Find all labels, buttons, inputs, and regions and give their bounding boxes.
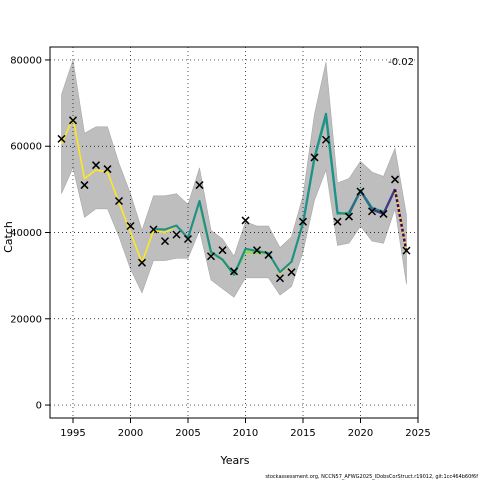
series-line (393, 189, 408, 253)
observed-point (252, 246, 262, 255)
observed-point (103, 165, 112, 174)
observed-point (137, 258, 147, 267)
observed-point (310, 153, 319, 162)
observed-point (402, 246, 411, 255)
observed-point (321, 135, 331, 144)
observed-point (91, 161, 101, 170)
corner-label: -0.02 (388, 57, 414, 68)
y-tick-label: 60000 (10, 142, 42, 153)
observed-point (126, 221, 135, 231)
axes-layer: 1995 2000 2005 2010 2015 2020 2025 0 20000 40000 6… (10, 55, 431, 439)
y-tick-label: 20000 (10, 314, 42, 325)
observed-point (356, 187, 365, 196)
x-tick-label: 1995 (60, 428, 85, 439)
y-tick-label: 40000 (10, 228, 42, 239)
observed-point (275, 274, 285, 283)
observed-point (218, 246, 227, 255)
grid-layer (50, 47, 419, 418)
series-layer (60, 112, 408, 277)
observed-point (183, 234, 193, 244)
series-line (153, 112, 384, 276)
observed-point (229, 267, 239, 276)
y-axis-label: Catch (2, 221, 15, 253)
observed-point (206, 252, 216, 261)
observed-point (379, 209, 388, 218)
observed-point (195, 181, 204, 190)
y-tick-label: 80000 (10, 55, 42, 66)
x-tick-label: 2015 (290, 428, 315, 439)
observed-point (160, 237, 170, 246)
observed-point (367, 207, 377, 216)
x-axis-label: Years (219, 454, 249, 467)
observed-point (298, 217, 308, 226)
observed-point (172, 230, 181, 239)
x-tick-label: 2020 (348, 428, 373, 439)
observed-point (264, 250, 273, 259)
observed-point (68, 116, 78, 125)
observed-point (390, 175, 400, 184)
plot-frame (49, 46, 419, 419)
observed-point (149, 225, 158, 234)
x-tick-label: 2000 (118, 428, 143, 439)
observed-point (344, 212, 354, 221)
observed-point (114, 196, 124, 206)
footer-text: stockassessment.org, NCCN57_AFWG2025_IDo… (265, 474, 478, 480)
confidence-band-layer (61, 59, 407, 298)
x-tick-label: 2010 (233, 428, 258, 439)
confidence-band (61, 59, 407, 298)
observed-point (57, 134, 66, 143)
observed-point (287, 268, 296, 277)
observed-point (80, 181, 89, 190)
observed-point (241, 216, 250, 225)
x-tick-label: 2005 (175, 428, 200, 439)
x-tick-label: 2025 (405, 428, 430, 439)
observed-point (333, 217, 342, 226)
y-tick-label: 0 (36, 401, 42, 412)
observed-points-layer (57, 116, 411, 283)
